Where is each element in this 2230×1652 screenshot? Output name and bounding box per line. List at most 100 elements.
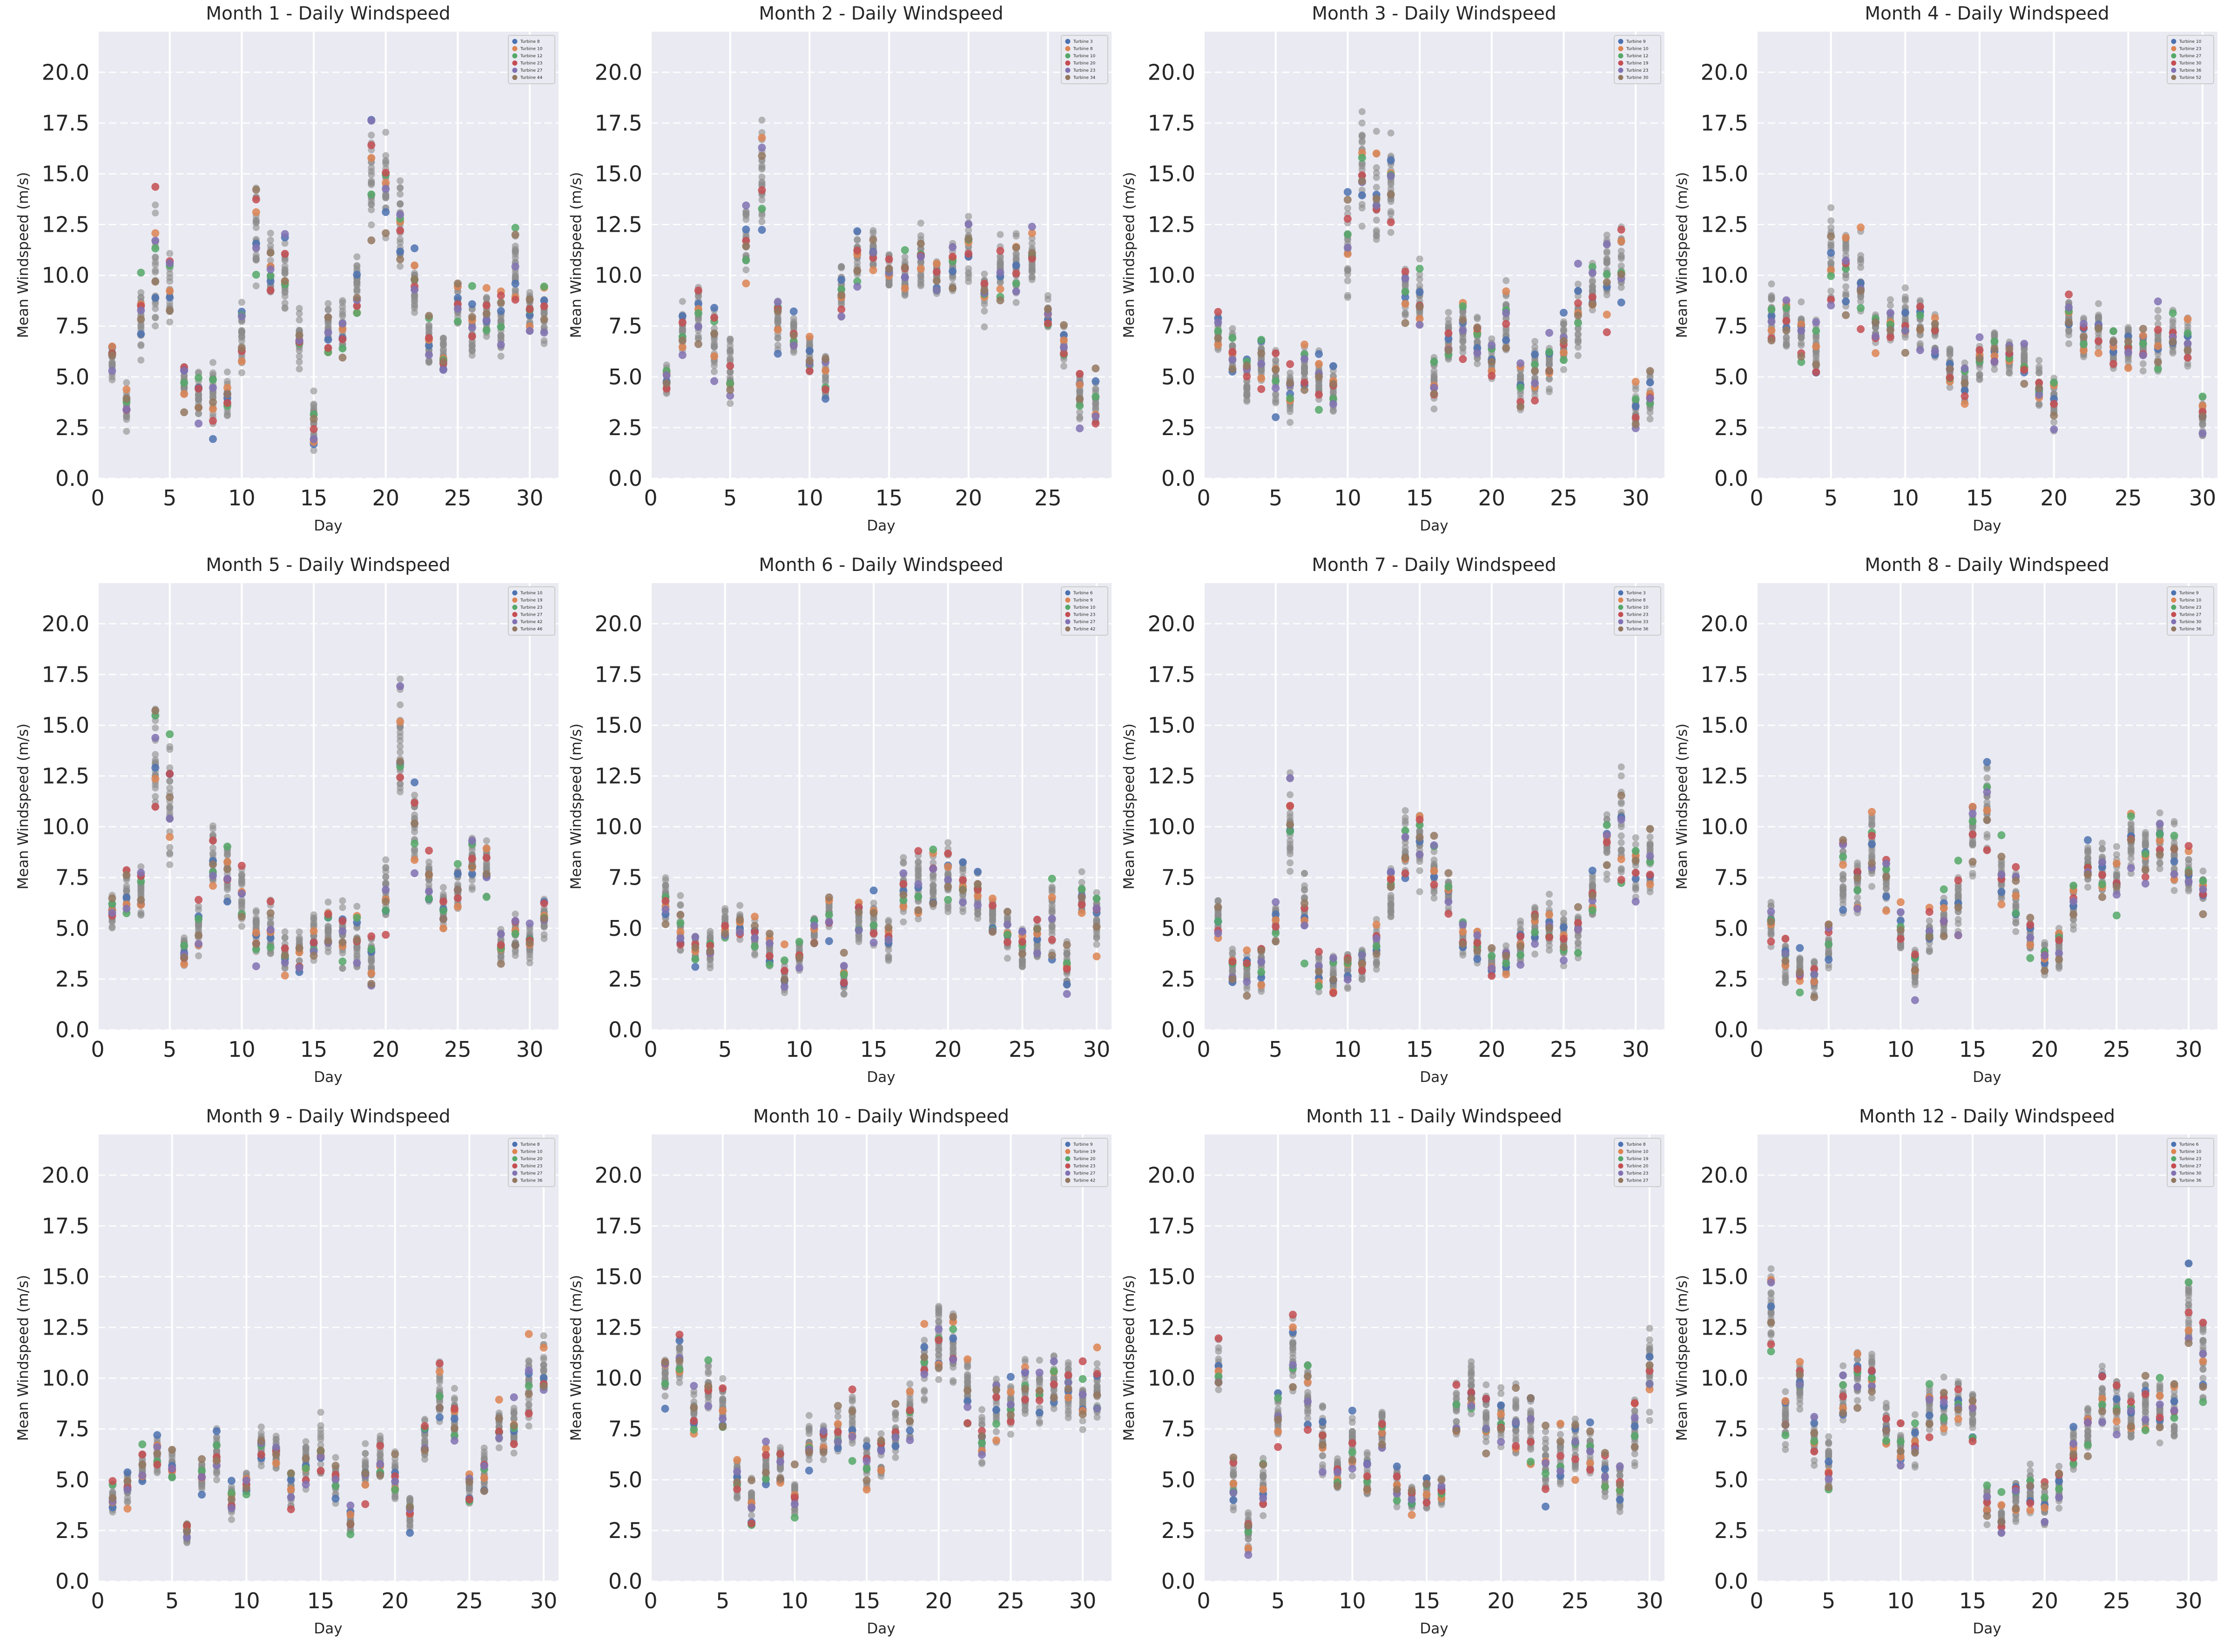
x-tick-label: 10 <box>786 1037 813 1062</box>
highlight-point <box>411 819 419 827</box>
highlight-point <box>1603 278 1611 287</box>
highlight-point <box>382 168 390 177</box>
legend-marker <box>2171 39 2176 44</box>
highlight-point <box>1559 356 1568 364</box>
turbine-point <box>2169 316 2176 324</box>
turbine-point <box>483 837 490 845</box>
turbine-point <box>368 197 375 205</box>
highlight-point <box>425 342 433 350</box>
turbine-point <box>397 200 404 208</box>
highlight-point <box>411 799 419 807</box>
highlight-point <box>676 911 685 919</box>
highlight-point <box>1975 346 1984 354</box>
turbine-point <box>2035 356 2043 364</box>
highlight-point <box>1603 310 1611 319</box>
highlight-point <box>252 186 260 194</box>
turbine-point <box>774 317 782 325</box>
turbine-point <box>1798 342 1805 349</box>
turbine-point <box>411 828 418 835</box>
turbine-point <box>997 279 1004 286</box>
subplot-title: Month 5 - Daily Windspeed <box>206 555 450 576</box>
highlight-point <box>840 948 848 957</box>
highlight-point <box>1060 336 1068 344</box>
highlight-point <box>2139 331 2147 340</box>
x-tick-label: 5 <box>163 485 176 510</box>
x-tick-label: 0 <box>644 1037 657 1062</box>
highlight-point <box>1315 360 1323 368</box>
highlight-point <box>758 205 766 213</box>
highlight-point <box>822 385 830 394</box>
highlight-point <box>367 932 376 940</box>
y-tick-label: 15.0 <box>1701 161 1748 186</box>
turbine-point <box>790 324 797 332</box>
turbine-point <box>152 793 159 800</box>
turbine-point <box>900 918 907 926</box>
highlight-point <box>453 903 462 911</box>
turbine-point <box>751 951 759 959</box>
turbine-point <box>267 257 274 264</box>
highlight-point <box>678 318 687 327</box>
x-axis-label: Day <box>867 1069 895 1086</box>
highlight-point <box>137 330 145 338</box>
highlight-point <box>1961 400 1969 408</box>
turbine-point <box>152 209 159 217</box>
turbine-point <box>468 342 476 349</box>
subplot-month-2: 0 5 10 15 20 250.02.55.07.510.012.515.017.520… <box>568 3 1112 534</box>
legend-label: Turbine 23 <box>2179 47 2201 52</box>
legend-marker <box>1618 67 1624 73</box>
turbine-point <box>152 253 159 261</box>
turbine-point <box>425 322 433 330</box>
highlight-point <box>1430 358 1438 366</box>
highlight-point <box>166 833 174 841</box>
highlight-point <box>780 975 788 984</box>
turbine-point <box>981 301 988 308</box>
y-tick-label: 7.5 <box>55 314 89 339</box>
x-tick-label: 15 <box>1966 485 1994 510</box>
turbine-point <box>483 333 490 340</box>
turbine-point <box>368 180 375 187</box>
highlight-point <box>1473 349 1482 357</box>
highlight-point <box>1871 332 1880 341</box>
highlight-point <box>1946 373 1954 382</box>
highlight-point <box>497 930 505 938</box>
highlight-point <box>2005 345 2014 353</box>
turbine-point <box>137 356 145 364</box>
highlight-point <box>678 343 687 351</box>
turbine-point <box>758 174 766 181</box>
turbine-point <box>1768 280 1775 288</box>
turbine-point <box>1373 174 1380 181</box>
highlight-point <box>1401 274 1409 282</box>
highlight-point <box>382 185 390 193</box>
highlight-point <box>180 367 189 375</box>
highlight-point <box>805 367 814 375</box>
highlight-point <box>266 272 275 280</box>
highlight-point <box>180 941 189 950</box>
turbine-point <box>468 883 476 891</box>
y-tick-label: 7.5 <box>1714 314 1748 339</box>
turbine-point <box>397 235 404 243</box>
turbine-point <box>353 903 361 910</box>
highlight-point <box>137 269 145 277</box>
turbine-point <box>885 281 893 289</box>
turbine-point <box>1092 405 1099 412</box>
turbine-point <box>1028 276 1036 283</box>
turbine-point <box>1976 375 1983 383</box>
highlight-point <box>396 773 404 781</box>
highlight-point <box>1214 327 1222 335</box>
y-tick-label: 2.5 <box>1714 415 1748 440</box>
highlight-point <box>151 803 160 811</box>
highlight-point <box>1886 326 1894 334</box>
y-tick-label: 17.5 <box>42 662 89 687</box>
highlight-point <box>2109 327 2117 336</box>
highlight-point <box>396 248 404 256</box>
turbine-point <box>310 911 317 919</box>
legend-label: Turbine 27 <box>2179 54 2201 59</box>
plot-area <box>1204 32 1664 478</box>
highlight-point <box>742 256 750 264</box>
turbine-point <box>397 262 404 270</box>
highlight-point <box>1214 318 1222 327</box>
highlight-point <box>932 277 941 285</box>
highlight-point <box>678 312 687 320</box>
highlight-point <box>932 286 941 295</box>
